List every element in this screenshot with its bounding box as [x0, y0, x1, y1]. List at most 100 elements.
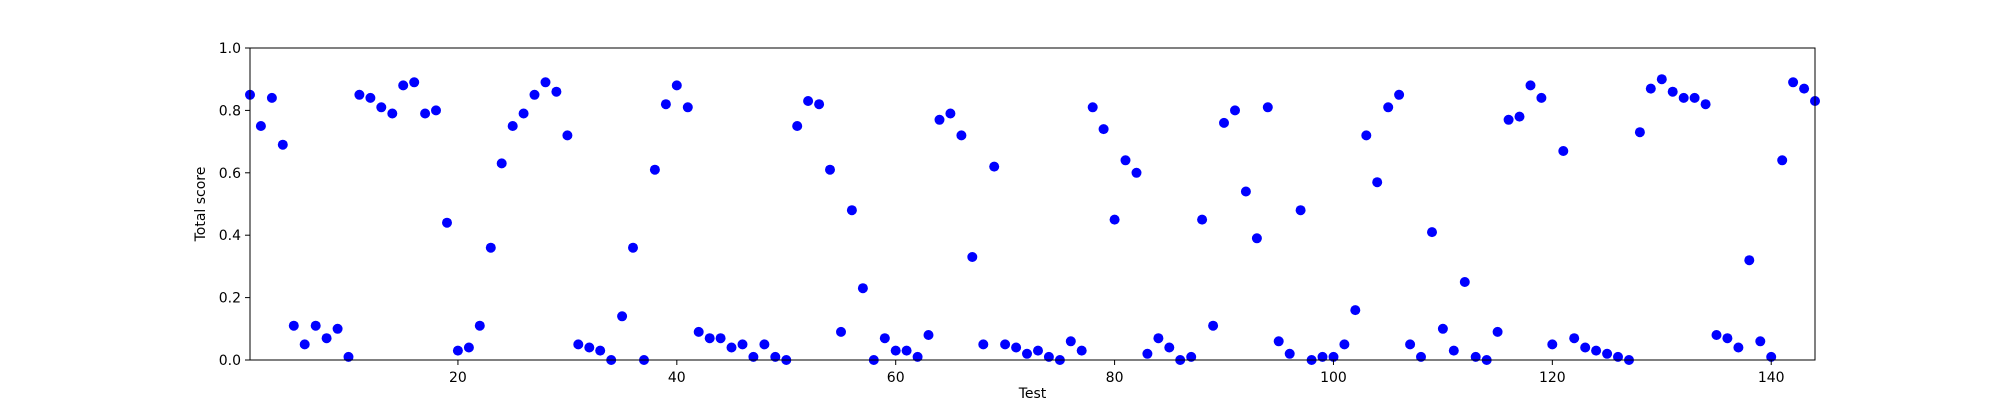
data-point: [496, 158, 507, 169]
data-point: [343, 351, 354, 362]
data-point: [956, 130, 967, 141]
data-point: [1186, 351, 1197, 362]
data-point: [1164, 342, 1175, 353]
data-point: [266, 92, 277, 103]
data-point: [1109, 214, 1120, 225]
y-tick-label: 1.0: [219, 41, 241, 57]
data-point: [1240, 186, 1251, 197]
data-point: [1514, 111, 1525, 122]
data-point: [551, 86, 562, 97]
y-axis-title: Total score: [193, 167, 209, 243]
data-point: [1536, 92, 1547, 103]
data-point: [1011, 342, 1022, 353]
data-point: [1361, 130, 1372, 141]
data-point: [1755, 336, 1766, 347]
data-point: [726, 342, 737, 353]
data-point: [584, 342, 595, 353]
data-point: [693, 326, 704, 337]
data-point: [442, 217, 452, 228]
data-point: [562, 130, 573, 141]
data-point: [277, 139, 288, 150]
data-point: [409, 77, 420, 88]
y-tick-label: 0.4: [219, 228, 241, 244]
data-point: [1613, 351, 1623, 362]
y-tick-label: 0.6: [219, 166, 241, 182]
data-point: [649, 164, 660, 175]
x-tick-label: 80: [1106, 370, 1124, 386]
y-tick-label: 0.8: [219, 103, 241, 119]
data-point: [1645, 83, 1656, 94]
data-point: [890, 345, 901, 356]
data-point: [1153, 333, 1164, 344]
data-point: [1788, 77, 1799, 88]
data-point: [1733, 342, 1744, 353]
data-point: [1416, 351, 1426, 362]
data-point: [989, 161, 1000, 172]
data-point: [1251, 233, 1262, 244]
data-point: [1678, 92, 1689, 103]
data-point: [1131, 167, 1142, 178]
data-point: [945, 108, 956, 119]
data-point: [288, 320, 299, 331]
data-points: [245, 74, 1820, 365]
data-point: [1065, 336, 1076, 347]
data-point: [628, 242, 638, 253]
data-point: [255, 121, 266, 131]
data-point: [803, 96, 814, 106]
data-point: [1580, 342, 1591, 353]
data-point: [1197, 214, 1208, 225]
data-point: [376, 102, 387, 113]
data-point: [1317, 351, 1328, 362]
data-point: [452, 345, 463, 356]
data-point: [912, 351, 923, 362]
data-point: [759, 339, 770, 350]
data-point: [1208, 320, 1219, 331]
data-point: [431, 105, 441, 116]
data-point: [715, 333, 726, 344]
data-point: [595, 345, 606, 356]
data-point: [825, 164, 835, 175]
data-point: [518, 108, 529, 119]
data-point: [1656, 74, 1667, 85]
data-point: [1492, 326, 1503, 337]
data-point: [1700, 99, 1711, 110]
data-point: [387, 108, 398, 119]
y-axis-ticks: 0.0 0.2 0.4 0.6 0.8 1.0: [219, 41, 250, 369]
data-point: [1547, 339, 1558, 350]
x-axis-title: Test: [1018, 386, 1047, 400]
data-point: [1273, 336, 1284, 347]
data-point: [682, 102, 693, 113]
data-point: [901, 345, 912, 356]
data-point: [737, 339, 748, 350]
data-point: [1448, 345, 1459, 356]
data-point: [507, 121, 518, 131]
x-tick-label: 20: [449, 370, 467, 386]
data-point: [573, 339, 584, 350]
data-point: [978, 339, 989, 350]
x-tick-label: 120: [1539, 370, 1566, 386]
data-point: [1022, 348, 1032, 359]
data-point: [354, 89, 365, 100]
data-point: [1569, 333, 1580, 344]
data-point: [1394, 89, 1405, 100]
data-point: [1634, 127, 1645, 138]
plot-frame: [249, 47, 1816, 361]
data-point: [365, 92, 376, 103]
data-point: [660, 99, 671, 110]
y-tick-label: 0.0: [219, 353, 241, 369]
y-tick-label: 0.2: [219, 291, 241, 307]
data-point: [299, 339, 310, 350]
data-point: [1689, 92, 1700, 103]
data-point: [310, 320, 321, 331]
data-point: [1383, 102, 1394, 113]
data-point: [1525, 80, 1536, 91]
data-point: [485, 242, 496, 253]
data-point: [923, 330, 934, 340]
data-point: [1799, 83, 1810, 94]
data-point: [1350, 305, 1361, 316]
data-point: [814, 99, 825, 110]
data-point: [1087, 102, 1098, 113]
data-point: [1098, 124, 1109, 135]
data-point: [1777, 155, 1788, 166]
